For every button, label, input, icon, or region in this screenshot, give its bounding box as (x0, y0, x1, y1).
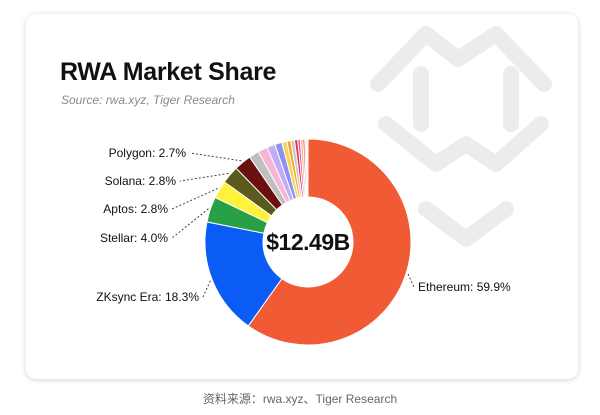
slice-labels: Ethereum: 59.9% ZKsync Era: 18.3% Stellar:… (96, 146, 511, 304)
slice-label-zksync-era: ZKsync Era: 18.3% (96, 290, 199, 304)
leader-line-zksync-era (202, 280, 211, 298)
source-caption: 资料来源：rwa.xyz、Tiger Research (202, 392, 398, 406)
slice-label-aptos: Aptos: 2.8% (103, 202, 168, 216)
center-total-label: $12.49B (266, 229, 349, 255)
tiger-watermark-logo (370, 26, 552, 247)
donut-chart: Ethereum: 59.9% ZKsync Era: 18.3% Stellar:… (96, 138, 511, 346)
slice-label-polygon: Polygon: 2.7% (109, 146, 187, 160)
slice-label-ethereum: Ethereum: 59.9% (418, 280, 511, 294)
label-leaders (171, 152, 415, 298)
donut-slice-ethereum (247, 138, 412, 346)
leader-line-stellar (171, 208, 209, 239)
leader-line-aptos (171, 188, 218, 210)
leader-line-ethereum (407, 273, 415, 288)
chart-title: RWA Market Share (60, 58, 277, 86)
donut-slices (204, 138, 412, 346)
leader-line-polygon (189, 152, 242, 162)
slice-label-solana: Solana: 2.8% (105, 174, 177, 188)
chart-subtitle: Source: rwa.xyz, Tiger Research (61, 93, 235, 107)
chart-card: RWA Market Share Source: rwa.xyz, Tiger … (26, 14, 578, 379)
donut-slice-19 (306, 138, 309, 198)
slice-label-stellar: Stellar: 4.0% (100, 231, 168, 245)
leader-line-solana (179, 172, 229, 182)
